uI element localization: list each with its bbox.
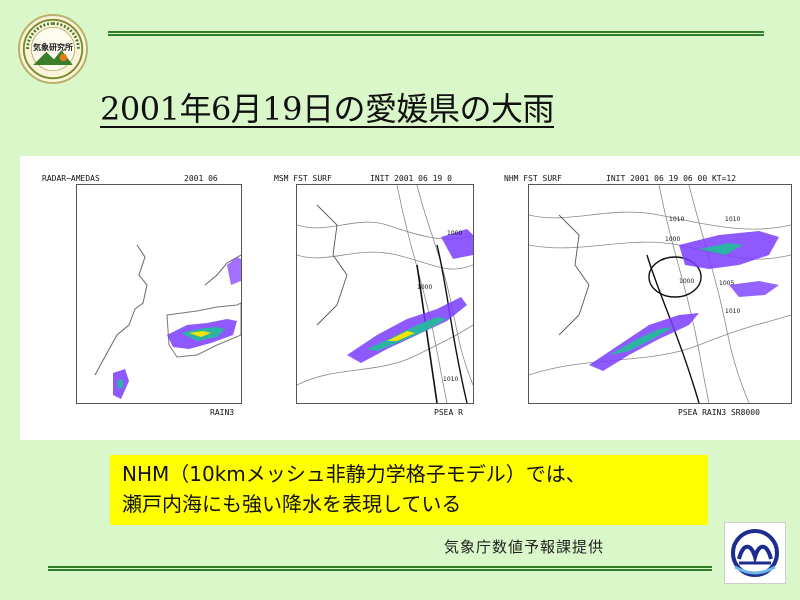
panel3-contour-label: 1010 (669, 216, 684, 223)
panel2-date: INIT 2001 06 19 0 (370, 174, 452, 183)
institute-logo-emblem-icon (22, 18, 84, 80)
agency-logo (724, 522, 786, 584)
panel1-map-image (94, 244, 241, 399)
caption-line-1: NHM（10kmメッシュ非静力学格子モデル）では、 (122, 462, 586, 486)
top-divider (108, 31, 764, 36)
panel3-map-image: 1010 1010 1000 1000 1005 1010 (529, 185, 791, 403)
panel1-footer: RAIN3 (210, 408, 235, 417)
panel1-date: 2001 06 (184, 174, 218, 183)
panel3-contour-label: 1000 (665, 236, 680, 243)
panel3-contour-label: 1005 (719, 280, 734, 287)
institute-logo: 気象研究所 (18, 14, 88, 84)
bottom-divider (48, 566, 712, 571)
panel2-contour-label: 1010 (443, 376, 458, 383)
panel3-contour-label: 1000 (679, 278, 694, 285)
credit-text: 気象庁数値予報課提供 (444, 538, 605, 556)
panel2-title: MSM FST SURF (274, 174, 332, 183)
institute-logo-text: 気象研究所 (33, 43, 73, 52)
caption-line-2: 瀬戸内海にも強い降水を表現している (122, 492, 462, 516)
panel3-contour-label: 1010 (725, 216, 740, 223)
page-title: 2001年6月19日の愛媛県の大雨 (100, 90, 555, 128)
forecast-map-figure: RADAR−AMEDAS 2001 06 RAIN3 MSM FST SURF … (20, 156, 800, 440)
panel3-title: NHM FST SURF (504, 174, 562, 183)
panel2-map-image: 1000 1000 1010 (297, 185, 473, 403)
panel2-contour-label: 1000 (417, 284, 432, 291)
caption-box: NHM（10kmメッシュ非静力学格子モデル）では、 瀬戸内海にも強い降水を表現し… (110, 455, 708, 525)
panel3-footer: PSEA RAIN3 SR8000 (678, 408, 760, 417)
panel3-date: INIT 2001 06 19 06 00 KT=12 (606, 174, 737, 183)
panel3-contour-label: 1010 (725, 308, 740, 315)
panel2-map: 1000 1000 1010 (296, 184, 474, 404)
panel2-contour-label: 1000 (447, 230, 462, 237)
panel2-footer: PSEA R (434, 408, 463, 417)
panel1-map (76, 184, 242, 404)
panel3-map: 1010 1010 1000 1000 1005 1010 (528, 184, 792, 404)
panel1-title: RADAR−AMEDAS (42, 174, 100, 183)
agency-logo-icon (731, 529, 779, 577)
